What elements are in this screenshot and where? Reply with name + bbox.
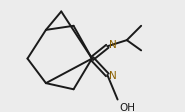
Text: OH: OH	[120, 103, 136, 112]
Text: N: N	[109, 71, 117, 81]
Text: N: N	[109, 40, 117, 50]
